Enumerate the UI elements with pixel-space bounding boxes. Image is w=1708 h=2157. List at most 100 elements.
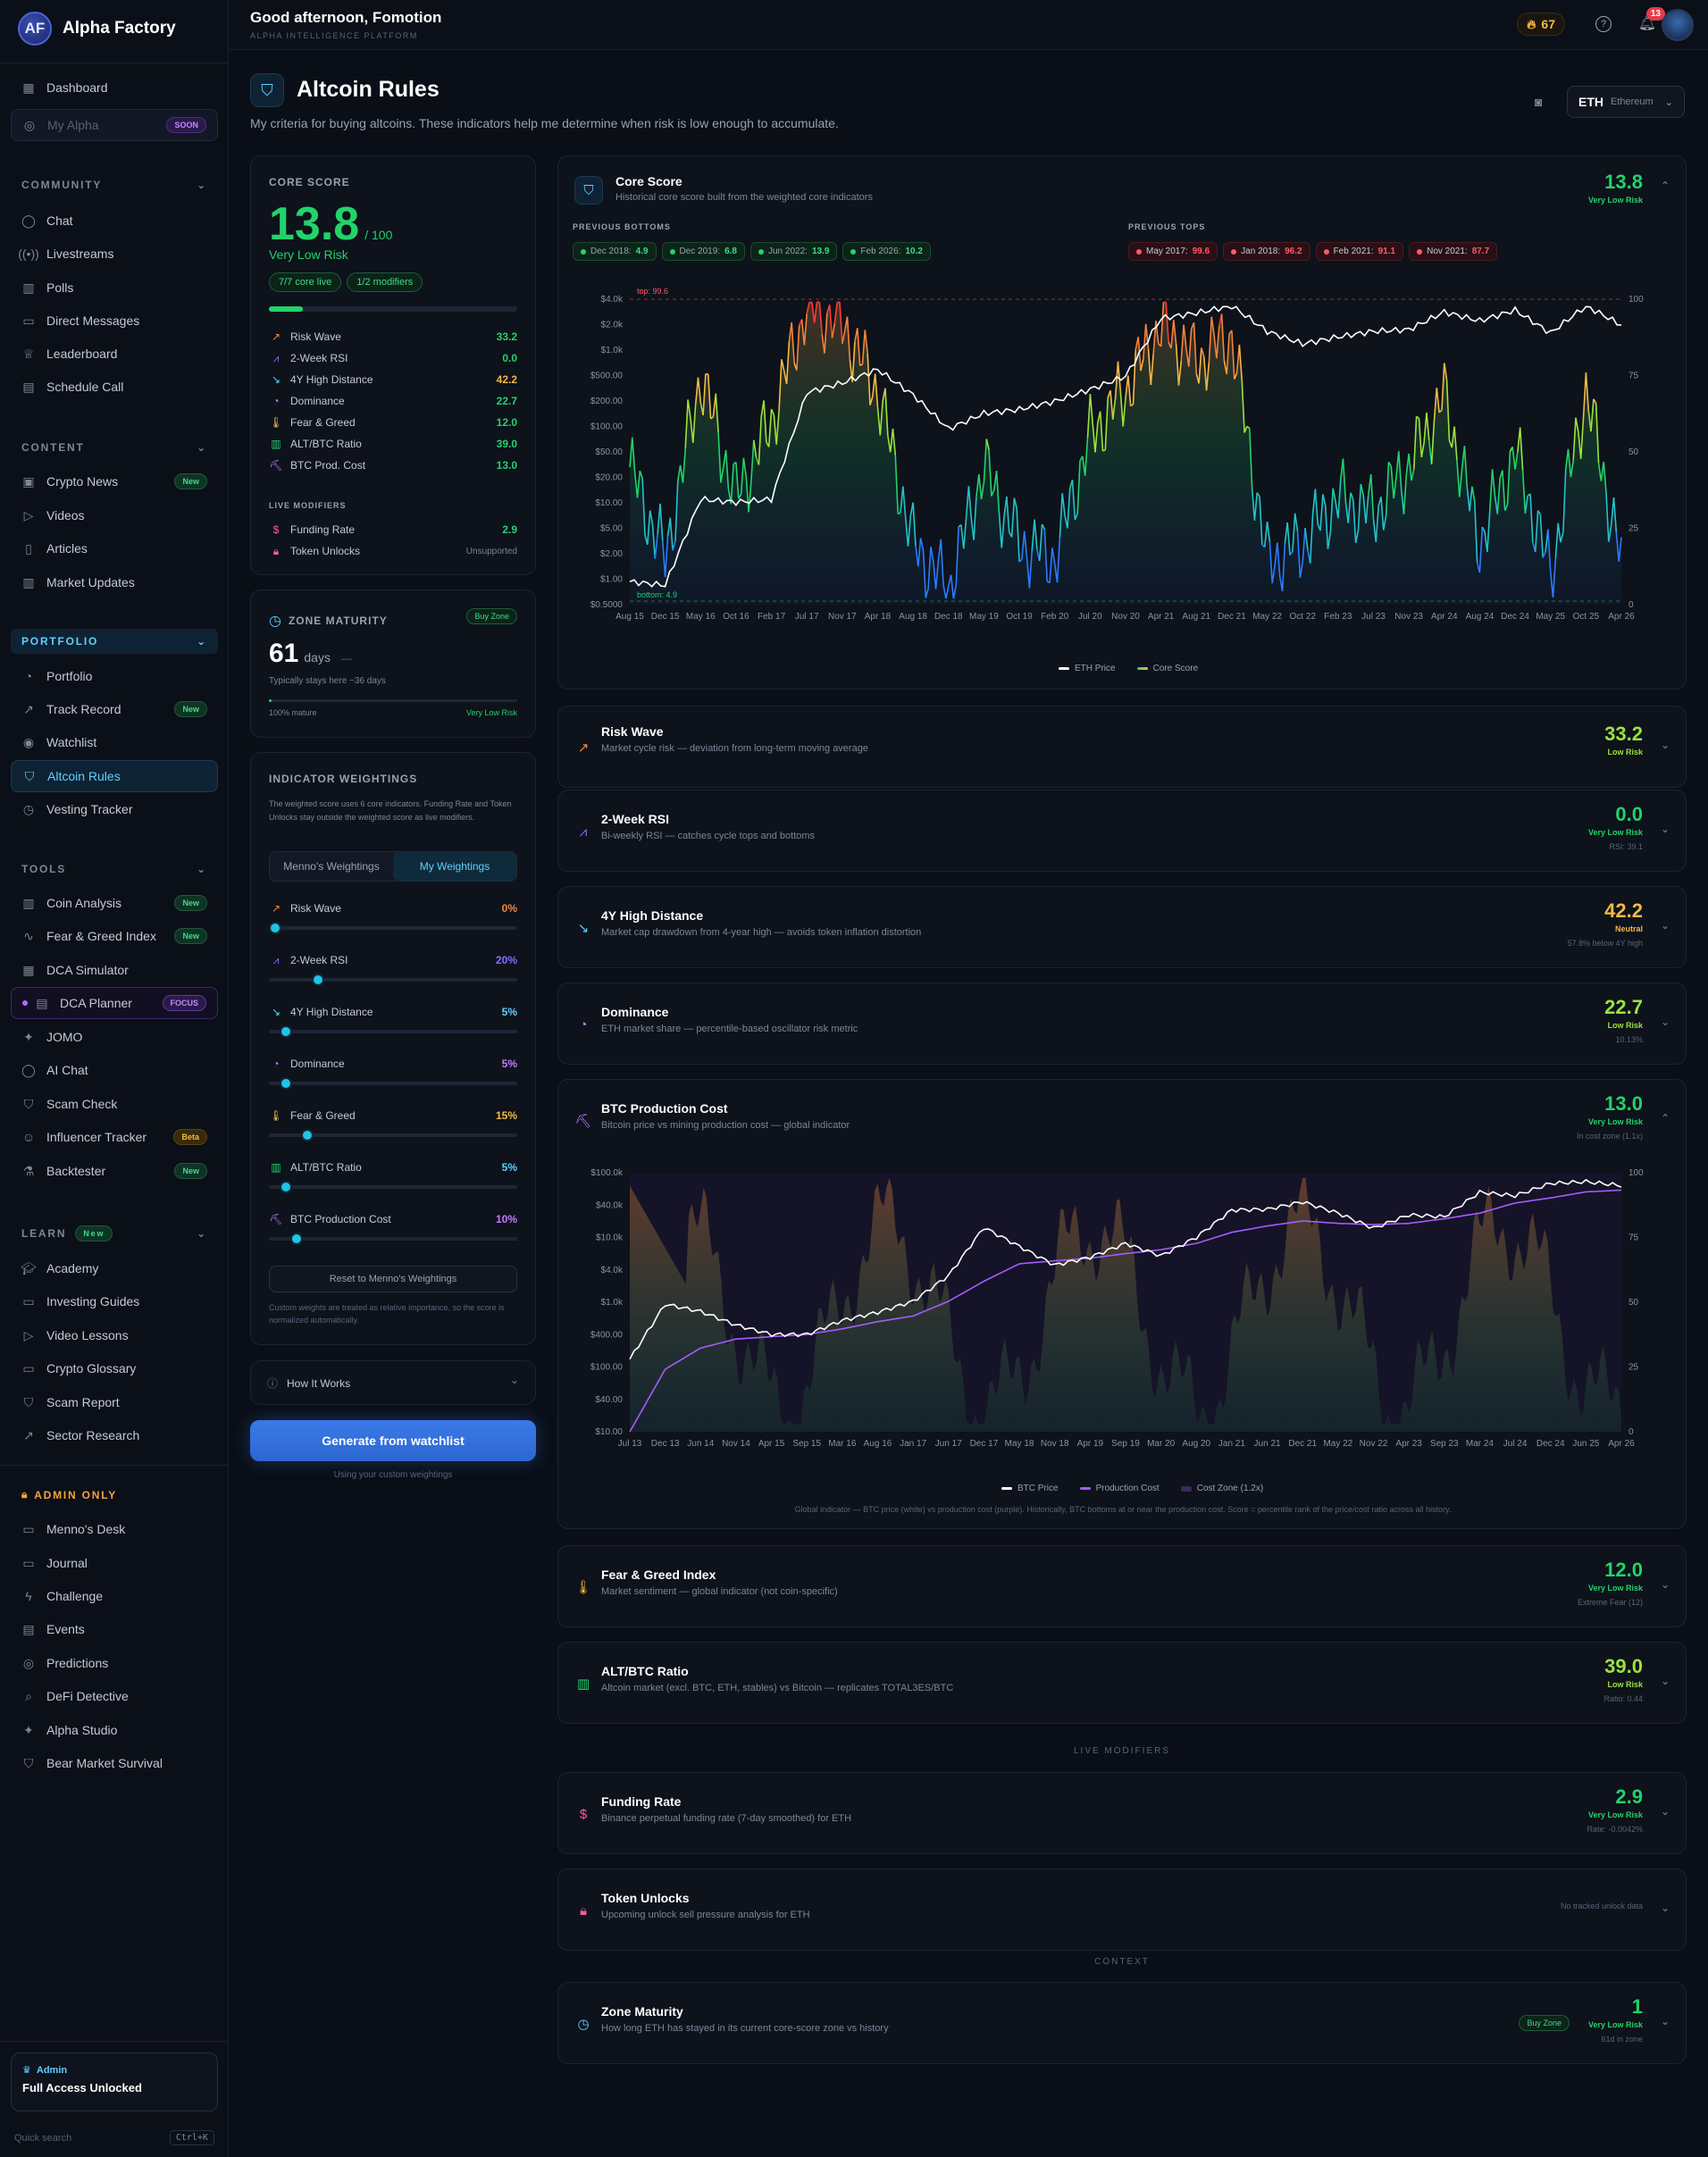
nav-scam-report[interactable]: ⛉ Scam Report: [11, 1386, 218, 1418]
nav-predictions[interactable]: ◎ Predictions: [11, 1647, 218, 1679]
nav-altcoin-rules[interactable]: ⛉ Altcoin Rules: [11, 760, 218, 792]
how-it-works-toggle[interactable]: ⓘ How It Works ⌄: [250, 1360, 536, 1405]
nav-crypto-glossary[interactable]: ▭ Crypto Glossary: [11, 1352, 218, 1384]
weight-slider[interactable]: [269, 922, 517, 934]
nav-direct-messages[interactable]: ▭ Direct Messages: [11, 305, 218, 337]
weight-slider[interactable]: [269, 1233, 517, 1245]
nav-dca-simulator[interactable]: ▦ DCA Simulator: [11, 954, 218, 986]
weight-slider[interactable]: [269, 1129, 517, 1141]
nav-mennos-desk[interactable]: ▭ Menno's Desk: [11, 1513, 218, 1545]
slider-handle[interactable]: [279, 1181, 292, 1193]
nav-crypto-news[interactable]: ▣ Crypto News New: [11, 465, 218, 497]
slider-handle[interactable]: [311, 974, 324, 986]
token-unlocks-card[interactable]: 🔒︎ Token Unlocks Upcoming unlock sell pr…: [557, 1869, 1687, 1951]
funding-rate-card[interactable]: $ Funding Rate Binance perpetual funding…: [557, 1772, 1687, 1854]
section-portfolio[interactable]: PORTFOLIO ⌄: [11, 629, 218, 654]
core-score-segment: [973, 497, 977, 540]
nav-portfolio[interactable]: ◔ Portfolio: [11, 660, 218, 692]
tab-my-weightings[interactable]: My Weightings: [393, 852, 516, 881]
nav-challenge[interactable]: ϟ Challenge: [11, 1580, 218, 1612]
nav-vesting-tracker[interactable]: ◷ Vesting Tracker: [11, 793, 218, 825]
card-subtitle: Binance perpetual funding rate (7-day sm…: [601, 1813, 852, 1824]
tab-mennos-weightings[interactable]: Menno's Weightings: [283, 860, 380, 873]
slider-handle[interactable]: [269, 922, 281, 934]
nav-dashboard[interactable]: ▦ Dashboard: [11, 71, 218, 104]
zone-maturity-row-card[interactable]: ◷ Zone Maturity How long ETH has stayed …: [557, 1982, 1687, 2064]
core-score-segment: [1489, 469, 1494, 511]
coin-select[interactable]: ETH Ethereum ⌄: [1567, 86, 1685, 118]
section-tools[interactable]: TOOLS ⌄: [21, 863, 207, 875]
help-icon[interactable]: ?: [1595, 16, 1612, 32]
nav-backtester[interactable]: ⚗ Backtester New: [11, 1155, 218, 1187]
core-score-segment: [1420, 442, 1425, 458]
avatar[interactable]: [1662, 9, 1694, 41]
nav-schedule-call[interactable]: ▤ Schedule Call: [11, 371, 218, 403]
card-title: Dominance: [601, 1005, 669, 1019]
risk-wave-card[interactable]: ↗ Risk Wave Market cycle risk — deviatio…: [557, 706, 1687, 788]
slider-handle[interactable]: [300, 1129, 314, 1141]
slider-handle[interactable]: [279, 1077, 292, 1090]
core-score-segment: [1220, 314, 1226, 361]
quick-search[interactable]: Quick search Ctrl+K: [14, 2130, 214, 2145]
nav-polls[interactable]: ▥ Polls: [11, 272, 218, 304]
streak-badge[interactable]: 🔥︎ 67: [1517, 13, 1565, 36]
core-score-chart[interactable]: $4.0k $2.0k $1.0k $500.00 $200.00 $100.00 $50.…: [558, 272, 1687, 665]
indicator-value: 42.2: [1604, 899, 1643, 922]
nav-articles[interactable]: ▯ Articles: [11, 532, 218, 564]
four-year-high-distance-card[interactable]: ↘ 4Y High Distance Market cap drawdown f…: [557, 886, 1687, 968]
slider-handle[interactable]: [279, 1025, 292, 1038]
nav-video-lessons[interactable]: ▷ Video Lessons: [11, 1319, 218, 1351]
section-content[interactable]: CONTENT ⌄: [21, 441, 207, 454]
card-title: Funding Rate: [601, 1794, 682, 1809]
nav-journal[interactable]: ▭ Journal: [11, 1547, 218, 1579]
btc-production-cost-chart[interactable]: $100.0k $40.0k $10.0k $4.0k $1.0k $400.00 $100…: [558, 1162, 1687, 1466]
two-week-rsi-card[interactable]: ⩘ 2-Week RSI Bi-weekly RSI — catches cyc…: [557, 790, 1687, 872]
generate-from-watchlist-button[interactable]: Generate from watchlist: [250, 1420, 536, 1461]
nav-videos[interactable]: ▷ Videos: [11, 499, 218, 531]
weight-slider[interactable]: [269, 974, 517, 986]
lock-icon: 🔒︎: [272, 544, 280, 557]
nav-coin-analysis[interactable]: ▥ Coin Analysis New: [11, 887, 218, 919]
chevron-up-icon[interactable]: ⌃: [1660, 180, 1670, 192]
nav-market-updates[interactable]: ▥ Market Updates: [11, 566, 218, 598]
slider-handle[interactable]: [289, 1233, 303, 1245]
camera-icon[interactable]: ◙: [1535, 95, 1543, 109]
nav-influencer-tracker[interactable]: ☺ Influencer Tracker Beta: [11, 1121, 218, 1153]
alt-btc-ratio-card[interactable]: ▥ ALT/BTC Ratio Altcoin market (excl. BT…: [557, 1642, 1687, 1724]
fear-greed-card[interactable]: 🌡︎ Fear & Greed Index Market sentiment —…: [557, 1545, 1687, 1627]
weight-slider[interactable]: [269, 1025, 517, 1038]
nav-my-alpha[interactable]: ◎ My Alpha SOON: [11, 109, 218, 141]
indicator-value: 0.0: [1615, 803, 1643, 825]
bar-chart-icon: ▥: [271, 1161, 281, 1174]
nav-fear-greed[interactable]: ∿ Fear & Greed Index New: [11, 920, 218, 952]
reset-weightings-button[interactable]: Reset to Menno's Weightings: [269, 1266, 517, 1292]
nav-jomo[interactable]: ✦ JOMO: [11, 1021, 218, 1053]
nav-sector-research[interactable]: ↗ Sector Research: [11, 1419, 218, 1451]
nav-scam-check[interactable]: ⛉ Scam Check: [11, 1088, 218, 1120]
dominance-card[interactable]: ◔ Dominance ETH market share — percentil…: [557, 982, 1687, 1065]
nav-dca-planner[interactable]: ▤ DCA Planner FOCUS: [11, 987, 218, 1019]
nav-chat[interactable]: ◯ Chat: [11, 205, 218, 237]
nav-bear-market-survival[interactable]: ⛉ Bear Market Survival: [11, 1747, 218, 1779]
card-title: 4Y High Distance: [601, 908, 704, 923]
weight-slider[interactable]: [269, 1181, 517, 1193]
nav-watchlist[interactable]: ◉ Watchlist: [11, 726, 218, 758]
nav-alpha-studio[interactable]: ✦ Alpha Studio: [11, 1714, 218, 1746]
weight-slider[interactable]: [269, 1077, 517, 1090]
nav-defi-detective[interactable]: ⌕ DeFi Detective: [11, 1680, 218, 1712]
nav-livestreams[interactable]: ((•)) Livestreams: [11, 238, 218, 270]
core-score-segment: [1001, 516, 1005, 548]
nav-academy[interactable]: 🎓︎ Academy: [11, 1252, 218, 1284]
chevron-up-icon[interactable]: ⌃: [1660, 1112, 1670, 1124]
core-score-segment: [955, 526, 959, 586]
nav-investing-guides[interactable]: ▭ Investing Guides: [11, 1285, 218, 1317]
core-score-segment: [1127, 375, 1132, 406]
brand[interactable]: AF Alpha Factory: [18, 11, 176, 46]
nav-leaderboard[interactable]: ♕ Leaderboard: [11, 338, 218, 370]
nav-events[interactable]: ▤ Events: [11, 1613, 218, 1645]
section-learn[interactable]: LEARN New ⌄: [21, 1225, 207, 1242]
nav-ai-chat[interactable]: ◯ AI Chat: [11, 1054, 218, 1086]
dollar-icon: $: [579, 1806, 588, 1822]
section-community[interactable]: COMMUNITY ⌄: [21, 179, 207, 191]
nav-track-record[interactable]: ↗ Track Record New: [11, 693, 218, 725]
